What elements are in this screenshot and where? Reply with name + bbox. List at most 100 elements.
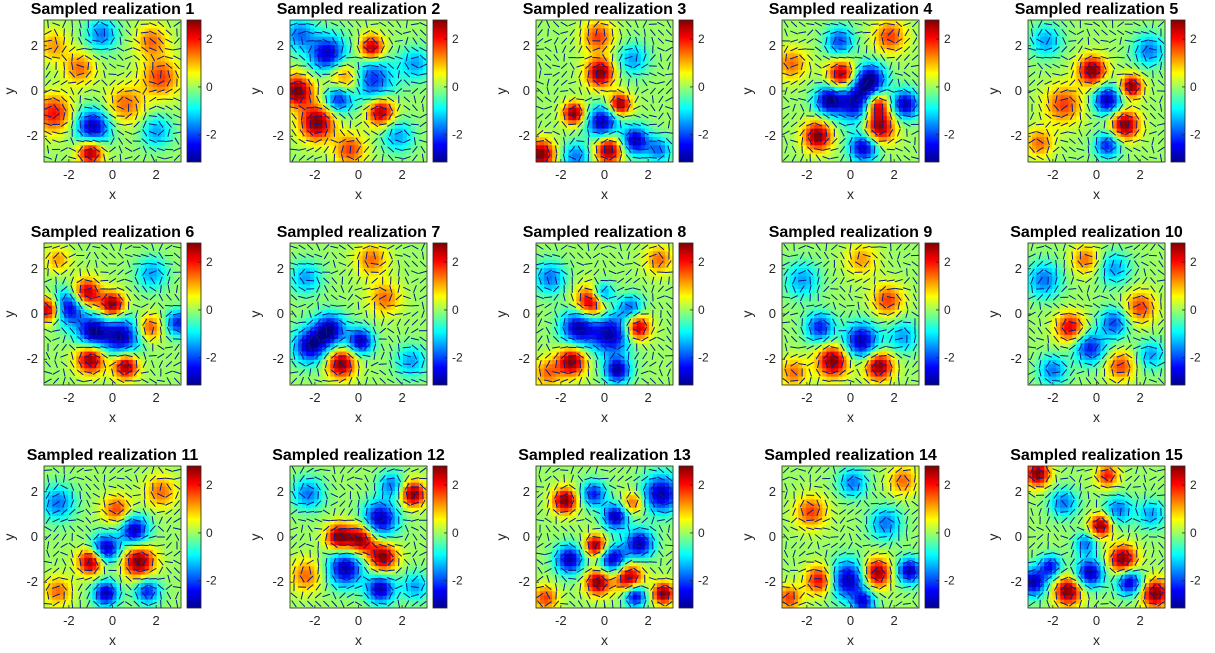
- x-tick-label: 0: [1093, 167, 1100, 182]
- y-axis-label: y: [247, 311, 263, 318]
- x-axis-label: x: [847, 632, 854, 648]
- quiver-arrows: [781, 20, 920, 162]
- y-tick-label: 0: [523, 306, 530, 321]
- y-tick-label: 0: [1015, 83, 1022, 98]
- y-tick-label: 0: [277, 83, 284, 98]
- subplot-2: Sampled realization 2 -2 0 2 -2 0 2 x y 2 0 -2: [247, 1, 463, 202]
- x-tick-label: 2: [399, 390, 406, 405]
- y-axis-label: y: [493, 88, 509, 95]
- subplot-title: Sampled realization 6: [31, 224, 195, 241]
- quiver-arrows: [289, 243, 428, 385]
- y-tick-label: -2: [1010, 351, 1022, 366]
- x-axis-label: x: [601, 186, 608, 202]
- y-tick-label: 2: [277, 484, 284, 499]
- y-tick-label: 2: [769, 261, 776, 276]
- y-tick-label: 0: [523, 529, 530, 544]
- x-tick-label: -2: [801, 167, 813, 182]
- colorbar-tick-label: -2: [944, 351, 955, 365]
- subplot-title: Sampled realization 1: [31, 1, 195, 18]
- x-axis-label: x: [847, 186, 854, 202]
- colorbar-tick-label: -2: [944, 128, 955, 142]
- colorbar-tick-label: 2: [206, 32, 213, 46]
- x-tick-label: -2: [555, 390, 567, 405]
- quiver-arrows: [1027, 466, 1166, 608]
- subplot-13: Sampled realization 13 -2 0 2 -2 0 2 x y 2 0 -2: [493, 447, 709, 648]
- colorbar-tick-label: 2: [944, 478, 951, 492]
- colorbar: 2 0 -2: [432, 19, 463, 163]
- colorbar-tick-label: 0: [452, 526, 459, 540]
- quiver-arrows: [536, 243, 674, 385]
- subplot-title: Sampled realization 11: [27, 447, 199, 464]
- y-tick-label: -2: [1010, 574, 1022, 589]
- y-tick-label: -2: [26, 574, 38, 589]
- x-tick-label: 0: [1093, 613, 1100, 628]
- colorbar-tick-label: -2: [452, 128, 463, 142]
- colorbar-tick-label: 2: [452, 478, 459, 492]
- y-tick-label: 0: [1015, 306, 1022, 321]
- colorbar-tick-label: -2: [698, 351, 709, 365]
- colorbar: 2 0 -2: [432, 242, 463, 386]
- colorbar: 2 0 -2: [1170, 242, 1201, 386]
- y-axis-label: y: [493, 311, 509, 318]
- x-tick-label: -2: [1047, 167, 1059, 182]
- quiver-arrows: [289, 20, 428, 162]
- colorbar-tick-label: -2: [1190, 574, 1201, 588]
- colorbar-tick-label: -2: [206, 574, 217, 588]
- y-tick-label: 0: [31, 83, 38, 98]
- y-tick-label: -2: [518, 128, 530, 143]
- colorbar-tick-label: 0: [206, 80, 213, 94]
- y-tick-label: 2: [277, 38, 284, 53]
- y-axis-label: y: [493, 534, 509, 541]
- x-axis-label: x: [109, 186, 116, 202]
- x-tick-label: -2: [63, 167, 75, 182]
- quiver-arrows: [1027, 243, 1166, 385]
- x-axis-label: x: [601, 409, 608, 425]
- x-axis-label: x: [355, 632, 362, 648]
- y-tick-label: 0: [769, 529, 776, 544]
- subplot-4: Sampled realization 4 -2 0 2 -2 0 2 x y 2 0 -2: [739, 1, 955, 202]
- y-tick-label: 2: [31, 261, 38, 276]
- colorbar-tick-label: 2: [452, 255, 459, 269]
- colorbar-tick-label: -2: [1190, 128, 1201, 142]
- colorbar-tick-label: 0: [698, 526, 705, 540]
- quiver-arrows: [1027, 20, 1166, 162]
- subplot-title: Sampled realization 9: [769, 224, 933, 241]
- y-tick-label: -2: [26, 351, 38, 366]
- colorbar-tick-label: -2: [698, 574, 709, 588]
- x-tick-label: -2: [309, 390, 321, 405]
- x-tick-label: 2: [1137, 390, 1144, 405]
- y-axis-label: y: [739, 311, 755, 318]
- x-axis-label: x: [355, 409, 362, 425]
- colorbar: 2 0 -2: [1170, 465, 1201, 609]
- colorbar-tick-label: 2: [698, 478, 705, 492]
- x-tick-label: -2: [555, 167, 567, 182]
- y-tick-label: -2: [764, 128, 776, 143]
- colorbar: 2 0 -2: [924, 465, 955, 609]
- colorbar: 2 0 -2: [186, 19, 217, 163]
- subplot-title: Sampled realization 12: [272, 447, 445, 464]
- y-tick-label: 2: [31, 484, 38, 499]
- y-tick-label: 2: [523, 484, 530, 499]
- y-tick-label: 0: [769, 306, 776, 321]
- colorbar-tick-label: 0: [452, 80, 459, 94]
- x-axis-label: x: [1093, 186, 1100, 202]
- colorbar: 2 0 -2: [924, 242, 955, 386]
- y-tick-label: 0: [277, 529, 284, 544]
- y-tick-label: -2: [518, 574, 530, 589]
- y-axis-label: y: [247, 534, 263, 541]
- colorbar-tick-label: 0: [452, 303, 459, 317]
- x-tick-label: 0: [109, 613, 116, 628]
- quiver-arrows: [43, 466, 182, 608]
- y-tick-label: -2: [272, 351, 284, 366]
- y-axis-label: y: [985, 88, 1001, 95]
- subplot-6: Sampled realization 6 -2 0 2 -2 0 2 x y 2 0 -2: [1, 224, 217, 425]
- x-axis-label: x: [1093, 632, 1100, 648]
- y-tick-label: 2: [1015, 261, 1022, 276]
- heatmap: [290, 20, 428, 163]
- y-tick-label: 0: [1015, 529, 1022, 544]
- subplot-title: Sampled realization 8: [523, 224, 687, 241]
- quiver-arrows: [43, 20, 182, 162]
- x-tick-label: 2: [891, 167, 898, 182]
- subplot-5: Sampled realization 5 -2 0 2 -2 0 2 x y 2 0 -2: [985, 1, 1201, 202]
